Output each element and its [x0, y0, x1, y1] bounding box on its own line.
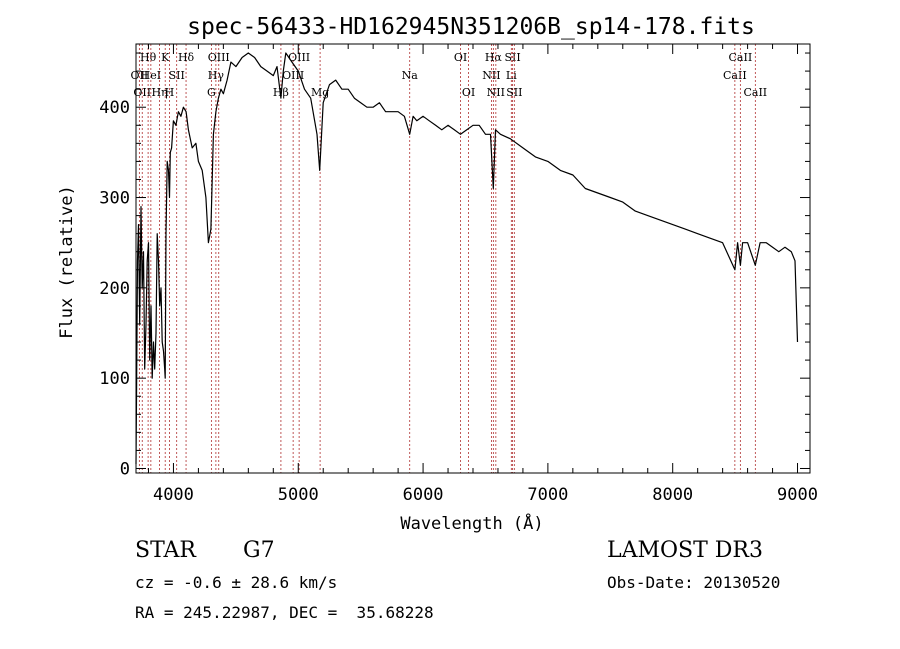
x-tick-label-2: 6000 [403, 485, 444, 505]
spectral-line-label-9: G [207, 86, 216, 99]
spectral-line-label-20: Hα [485, 51, 503, 64]
redshift-text: cz = -0.6 ± 28.6 km/s [135, 573, 338, 592]
coordinates-text: RA = 245.22987, DEC = 35.68228 [135, 603, 434, 622]
spectral-line-label-5: K [161, 51, 170, 64]
y-tick-label-1: 100 [99, 369, 130, 389]
x-tick-label-3: 7000 [527, 485, 568, 505]
x-tick-label-1: 5000 [278, 485, 319, 505]
plot-frame [135, 43, 811, 474]
spectral-line-label-6: H [165, 86, 175, 99]
x-axis: 4000 5000 6000 7000 8000 9000 [147, 44, 818, 505]
spectral-line-label-2: Hθ [140, 51, 157, 64]
chart-title: spec-56433-HD162945N351206B_sp14-178.fit… [187, 14, 755, 40]
spectral-line-label-18: OI [462, 86, 475, 99]
y-tick-label-3: 300 [99, 189, 130, 209]
subclass-label: G7 [243, 538, 275, 563]
spectral-line-label-21: NII [487, 86, 505, 99]
spectral-line-label-24: SII [506, 86, 522, 99]
survey-label: LAMOST DR3 [607, 538, 763, 563]
spectral-line-label-8: Hδ [178, 51, 195, 64]
x-axis-label: Wavelength (Å) [400, 512, 543, 534]
y-axis: 0 100 200 300 400 [99, 52, 810, 479]
spectral-line-label-15: Mg [311, 86, 329, 99]
spectral-line-label-25: CaII [723, 69, 747, 82]
y-tick-label-4: 400 [99, 98, 130, 118]
x-tick-label-5: 9000 [777, 485, 818, 505]
spectral-line-label-7: SII [169, 69, 185, 82]
spectral-line-label-10: Hγ [208, 69, 225, 82]
spectral-line-label-3: HeI [141, 69, 161, 82]
spectral-line-label-27: CaII [743, 86, 767, 99]
spectral-line-label-0: OII [131, 69, 149, 82]
spectral-line-label-11: OIII [208, 51, 230, 64]
spectral-line-label-14: OIII [288, 51, 310, 64]
spectrum-series-line-0 [135, 52, 799, 465]
y-axis-label: Flux (relative) [57, 185, 77, 339]
series-layer [135, 52, 799, 465]
y-tick-label-2: 200 [99, 279, 130, 299]
x-tick-label-4: 8000 [652, 485, 693, 505]
spectral-line-label-19: NII [482, 69, 500, 82]
spectral-line-label-23: SII [504, 51, 520, 64]
obs-date-text: Obs-Date: 20130520 [607, 573, 781, 592]
class-label: STAR [135, 538, 196, 563]
x-tick-label-0: 4000 [153, 485, 194, 505]
y-tick-label-0: 0 [120, 459, 130, 479]
spectral-line-label-26: CaII [729, 51, 753, 64]
spectral-line-label-16: Na [402, 69, 419, 82]
spectral-line-label-22: Li [506, 69, 517, 82]
spectral-lines-layer: OIIOIIHθHeIHηKHSIIHδGHγOIIIHβOIIIOIIIMgN… [131, 44, 767, 473]
spectral-line-label-17: OI [454, 51, 467, 64]
spectral-line-label-4: Hη [151, 86, 167, 99]
